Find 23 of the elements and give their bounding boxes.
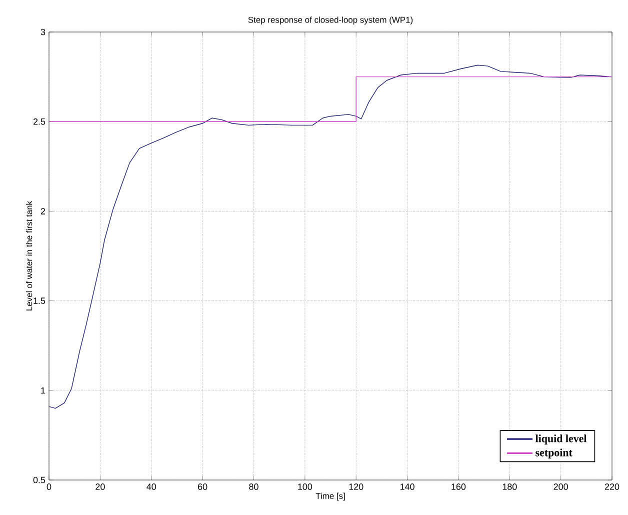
x-tick-label: 220 bbox=[604, 484, 620, 490]
y-tick-label: 3 bbox=[40, 28, 46, 36]
x-tick-label: 40 bbox=[146, 484, 156, 490]
x-tick-label: 80 bbox=[249, 484, 258, 490]
legend-label: liquid level bbox=[536, 434, 587, 444]
x-tick-label: 160 bbox=[452, 484, 466, 490]
legend-label: setpoint bbox=[536, 448, 572, 459]
y-tick-label: 2.5 bbox=[33, 118, 46, 125]
x-tick-label: 0 bbox=[46, 484, 52, 490]
y-tick-label: 1.5 bbox=[34, 298, 46, 304]
x-tick-label: 100 bbox=[298, 484, 312, 490]
x-tick-label: 60 bbox=[198, 484, 208, 490]
y-axis-title: Level of water in the first tank bbox=[26, 200, 32, 310]
y-tick-label: 0.5 bbox=[33, 476, 46, 484]
x-tick-label: 120 bbox=[349, 484, 364, 490]
x-tick-label: 20 bbox=[96, 484, 105, 490]
chart-title: Step response of closed-loop system (WP1) bbox=[248, 16, 413, 24]
y-tick-label: 1 bbox=[41, 387, 46, 394]
x-tick-label: 140 bbox=[400, 484, 414, 490]
x-tick-label: 200 bbox=[554, 484, 568, 490]
x-axis-title: Time [s] bbox=[316, 492, 345, 501]
x-tick-label: 180 bbox=[502, 484, 517, 490]
y-tick-label: 2 bbox=[40, 208, 46, 214]
